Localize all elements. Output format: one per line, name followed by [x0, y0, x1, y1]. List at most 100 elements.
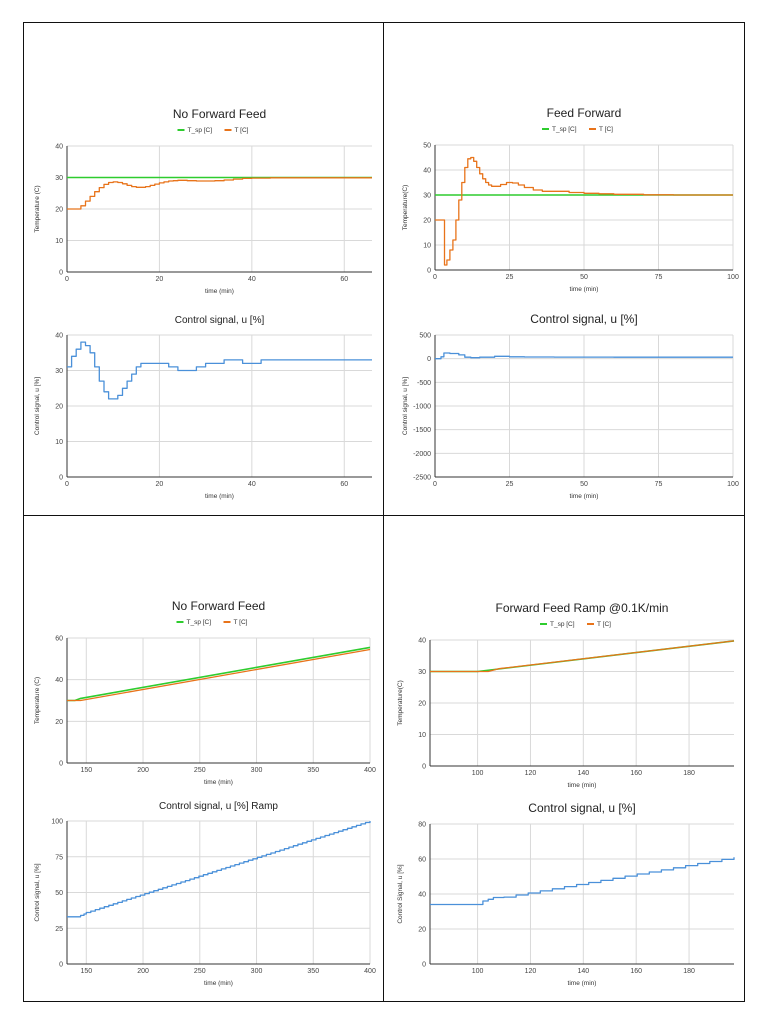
y-tick-label: 20 — [55, 404, 63, 411]
x-tick-label: 180 — [683, 770, 695, 777]
legend-label-setpoint: T_sp [C] — [550, 621, 575, 628]
y-tick-label: 40 — [55, 677, 63, 684]
x-axis-title: time (min) — [570, 286, 599, 293]
y-tick-label: 0 — [422, 764, 426, 771]
x-axis-title: time (min) — [568, 980, 597, 987]
chart-title: No Forward Feed — [173, 107, 266, 121]
x-axis-title: time (min) — [568, 782, 597, 789]
chart-title: Feed Forward — [547, 106, 622, 120]
y-tick-label: 0 — [59, 761, 63, 768]
y-axis-title: Control signal, u [%] — [34, 377, 41, 435]
figure-frame — [23, 22, 745, 1002]
y-tick-label: 40 — [418, 892, 426, 899]
y-axis-title: Control signal, u [%] — [34, 863, 41, 921]
y-tick-label: 20 — [55, 719, 63, 726]
y-tick-label: 100 — [51, 819, 63, 826]
y-tick-label: 30 — [418, 669, 426, 676]
y-axis-title: Control signal, u [%] — [402, 377, 409, 435]
series-line-temp — [430, 640, 735, 673]
x-tick-label: 0 — [433, 274, 437, 281]
x-tick-label: 180 — [683, 968, 695, 975]
y-tick-label: 0 — [427, 356, 431, 363]
x-tick-label: 160 — [630, 968, 642, 975]
x-tick-label: 75 — [655, 274, 663, 281]
y-tick-label: 10 — [418, 732, 426, 739]
x-tick-label: 400 — [364, 767, 376, 774]
x-tick-label: 400 — [364, 968, 376, 975]
series-line-temp — [67, 648, 371, 702]
y-tick-label: 10 — [55, 439, 63, 446]
y-tick-label: 75 — [55, 854, 63, 861]
y-tick-label: -1500 — [413, 427, 431, 434]
chart-title: Forward Feed Ramp @0.1K/min — [496, 601, 669, 615]
legend-label-temp: T [C] — [597, 621, 611, 628]
series-line-temp — [67, 177, 372, 210]
x-tick-label: 120 — [525, 770, 537, 777]
series-line-control — [435, 352, 733, 360]
y-tick-label: 0 — [427, 268, 431, 275]
y-tick-label: 60 — [55, 636, 63, 643]
x-axis-title: time (min) — [570, 493, 599, 500]
y-tick-label: 30 — [55, 368, 63, 375]
chart-title: Control signal, u [%] — [530, 312, 637, 326]
y-tick-label: 0 — [59, 475, 63, 482]
x-tick-label: 25 — [506, 481, 514, 488]
y-axis-title: Temperature(C) — [397, 680, 404, 726]
y-tick-label: 80 — [418, 822, 426, 829]
y-tick-label: 10 — [423, 243, 431, 250]
y-tick-label: 30 — [55, 175, 63, 182]
legend-label-temp: T [C] — [235, 127, 249, 134]
x-tick-label: 100 — [472, 968, 484, 975]
y-axis-title: Control Signal, u [%] — [397, 864, 404, 923]
x-tick-label: 300 — [251, 968, 263, 975]
y-tick-label: 20 — [418, 701, 426, 708]
y-tick-label: 40 — [418, 638, 426, 645]
series-line-temp — [435, 156, 733, 266]
series-line-control — [67, 341, 372, 400]
y-tick-label: 0 — [59, 962, 63, 969]
x-tick-label: 140 — [577, 770, 589, 777]
legend-label-setpoint: T_sp [C] — [187, 619, 212, 626]
x-tick-label: 40 — [248, 481, 256, 488]
y-axis-title: Temperature (C) — [34, 185, 41, 232]
y-tick-label: 0 — [59, 270, 63, 277]
series-line-setpoint — [67, 646, 371, 702]
legend-label-temp: T [C] — [234, 619, 248, 626]
chart-title: No Forward Feed — [172, 599, 265, 613]
y-tick-label: 0 — [422, 962, 426, 969]
x-tick-label: 0 — [433, 481, 437, 488]
x-tick-label: 20 — [156, 276, 164, 283]
legend-label-setpoint: T_sp [C] — [188, 127, 213, 134]
y-tick-label: 20 — [418, 927, 426, 934]
x-tick-label: 200 — [137, 767, 149, 774]
x-tick-label: 300 — [251, 767, 263, 774]
chart-title: Control signal, u [%] — [528, 801, 635, 815]
series-line-control — [430, 857, 735, 906]
x-tick-label: 200 — [137, 968, 149, 975]
y-tick-label: 20 — [423, 218, 431, 225]
x-tick-label: 50 — [580, 481, 588, 488]
y-tick-label: -2500 — [413, 475, 431, 482]
x-tick-label: 120 — [525, 968, 537, 975]
x-tick-label: 100 — [727, 274, 739, 281]
chart-title: Control signal, u [%] Ramp — [159, 801, 278, 812]
x-tick-label: 0 — [65, 481, 69, 488]
y-tick-label: 10 — [55, 238, 63, 245]
y-tick-label: 50 — [423, 143, 431, 150]
x-tick-label: 25 — [506, 274, 514, 281]
y-tick-label: 30 — [423, 193, 431, 200]
legend-label-temp: T [C] — [599, 126, 613, 133]
y-tick-label: -1000 — [413, 404, 431, 411]
y-axis-title: Temperature(C) — [402, 185, 409, 231]
x-tick-label: 350 — [307, 767, 319, 774]
x-tick-label: 50 — [580, 274, 588, 281]
x-tick-label: 60 — [340, 481, 348, 488]
y-tick-label: -500 — [417, 380, 431, 387]
x-tick-label: 20 — [156, 481, 164, 488]
x-tick-label: 60 — [340, 276, 348, 283]
x-tick-label: 350 — [307, 968, 319, 975]
x-axis-title: time (min) — [205, 493, 234, 500]
chart-title: Control signal, u [%] — [175, 315, 265, 326]
y-tick-label: 25 — [55, 926, 63, 933]
